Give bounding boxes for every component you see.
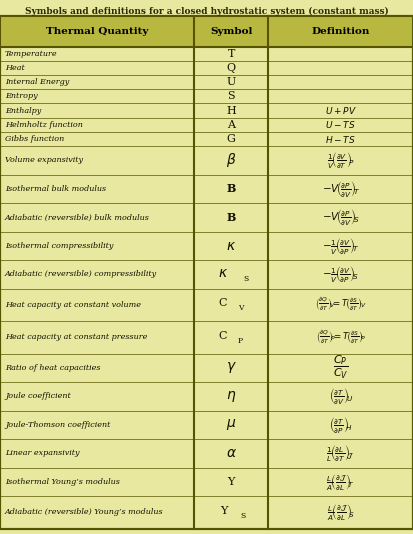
Text: H: H: [226, 106, 236, 116]
Text: $\frac{1}{L}\!\left(\frac{\partial L}{\partial T}\right)_{\!\!\mathcal{J}}$: $\frac{1}{L}\!\left(\frac{\partial L}{\p…: [326, 443, 355, 464]
Text: $-\frac{1}{V}\!\left(\frac{\partial V}{\partial P}\right)_{\!\!S}$: $-\frac{1}{V}\!\left(\frac{\partial V}{\…: [322, 264, 359, 285]
Text: $\left(\frac{\partial Q}{\partial T}\right)_{\!\!P}\!\!=T\!\left(\frac{\partial : $\left(\frac{\partial Q}{\partial T}\rig…: [316, 329, 366, 346]
Text: T: T: [228, 49, 235, 59]
Text: Thermal Quantity: Thermal Quantity: [46, 27, 148, 36]
Text: $\kappa$: $\kappa$: [226, 239, 236, 253]
Text: Internal Energy: Internal Energy: [5, 78, 69, 86]
Text: Heat capacity at constant volume: Heat capacity at constant volume: [5, 301, 141, 309]
Text: $\mathit{U - TS}$: $\mathit{U - TS}$: [325, 120, 356, 130]
Text: Isothermal bulk modulus: Isothermal bulk modulus: [5, 185, 106, 193]
Text: $-\frac{1}{V}\!\left(\frac{\partial V}{\partial P}\right)_{\!\!T}$: $-\frac{1}{V}\!\left(\frac{\partial V}{\…: [322, 236, 359, 256]
Text: B: B: [227, 184, 236, 194]
Text: Heat: Heat: [5, 64, 25, 72]
Text: $\left(\frac{\partial T}{\partial V}\right)_{\!\!U}$: $\left(\frac{\partial T}{\partial V}\rig…: [328, 387, 353, 406]
Text: $\beta$: $\beta$: [226, 152, 237, 169]
Text: P: P: [238, 336, 243, 344]
Text: B: B: [227, 212, 236, 223]
Text: $\left(\frac{\partial T}{\partial P}\right)_{\!\!H}$: $\left(\frac{\partial T}{\partial P}\rig…: [329, 415, 353, 435]
Text: Joule-Thomson coefficient: Joule-Thomson coefficient: [5, 421, 110, 429]
Text: Y: Y: [228, 477, 235, 487]
Text: $\eta$: $\eta$: [226, 389, 237, 404]
Text: V: V: [237, 304, 243, 312]
Text: Symbols and definitions for a closed hydrostatic system (constant mass): Symbols and definitions for a closed hyd…: [25, 6, 388, 15]
Text: $\kappa$: $\kappa$: [218, 266, 228, 280]
Text: Adiabatic (reversible) compressibility: Adiabatic (reversible) compressibility: [5, 270, 157, 278]
Text: Isothermal Young’s modulus: Isothermal Young’s modulus: [5, 478, 120, 486]
Text: C: C: [218, 331, 226, 341]
Text: $-V\!\left(\frac{\partial P}{\partial V}\right)_{\!\!T}$: $-V\!\left(\frac{\partial P}{\partial V}…: [322, 179, 360, 199]
Text: $\mu$: $\mu$: [226, 418, 237, 433]
Text: C: C: [218, 299, 226, 308]
Text: Ratio of heat capacities: Ratio of heat capacities: [5, 364, 100, 372]
Text: $\frac{L}{A}\!\left(\frac{\partial \mathcal{J}}{\partial L}\right)_{\!\!T}$: $\frac{L}{A}\!\left(\frac{\partial \math…: [326, 472, 355, 492]
Text: U: U: [227, 77, 236, 87]
Text: $\gamma$: $\gamma$: [226, 360, 237, 375]
Text: Adiabatic (reversible) bulk modulus: Adiabatic (reversible) bulk modulus: [5, 214, 150, 222]
Text: $\mathit{U + PV}$: $\mathit{U + PV}$: [325, 105, 356, 116]
Text: Gibbs function: Gibbs function: [5, 135, 64, 143]
Text: Y: Y: [220, 506, 228, 516]
Text: $\left(\frac{\partial Q}{\partial T}\right)_{\!\!V}\!\!=T\!\left(\frac{\partial : $\left(\frac{\partial Q}{\partial T}\rig…: [315, 296, 367, 313]
Text: Symbol: Symbol: [210, 27, 252, 36]
Text: $\frac{1}{V}\!\left(\frac{\partial V}{\partial T}\right)_{\!\!P}$: $\frac{1}{V}\!\left(\frac{\partial V}{\p…: [327, 151, 355, 170]
Text: Temperature: Temperature: [5, 50, 57, 58]
Text: S: S: [243, 274, 248, 282]
Text: Heat capacity at constant pressure: Heat capacity at constant pressure: [5, 333, 147, 341]
Text: A: A: [227, 120, 235, 130]
Text: $\frac{L}{A}\!\left(\frac{\partial \mathcal{J}}{\partial L}\right)_{\!\!S}$: $\frac{L}{A}\!\left(\frac{\partial \math…: [327, 502, 355, 522]
Text: $\alpha$: $\alpha$: [226, 446, 237, 460]
Text: Adiabatic (reversible) Young’s modulus: Adiabatic (reversible) Young’s modulus: [5, 508, 164, 516]
Text: $\mathit{H - TS}$: $\mathit{H - TS}$: [325, 134, 356, 145]
Text: Volume expansivity: Volume expansivity: [5, 156, 83, 164]
Text: G: G: [227, 134, 236, 144]
Bar: [0, 16, 413, 46]
Text: Definition: Definition: [311, 27, 370, 36]
Text: Joule coefficient: Joule coefficient: [5, 392, 71, 400]
Text: Enthalpy: Enthalpy: [5, 107, 41, 115]
Text: Q: Q: [227, 63, 236, 73]
Text: Entropy: Entropy: [5, 92, 38, 100]
Text: $-V\!\left(\frac{\partial P}{\partial V}\right)_{\!\!S}$: $-V\!\left(\frac{\partial P}{\partial V}…: [322, 207, 360, 227]
Text: Isothermal compressibility: Isothermal compressibility: [5, 242, 113, 250]
Text: S: S: [240, 512, 245, 520]
Text: Helmholtz function: Helmholtz function: [5, 121, 83, 129]
Text: S: S: [228, 91, 235, 101]
Text: Linear expansivity: Linear expansivity: [5, 450, 79, 458]
Text: $\dfrac{C_P}{C_V}$: $\dfrac{C_P}{C_V}$: [333, 355, 349, 381]
